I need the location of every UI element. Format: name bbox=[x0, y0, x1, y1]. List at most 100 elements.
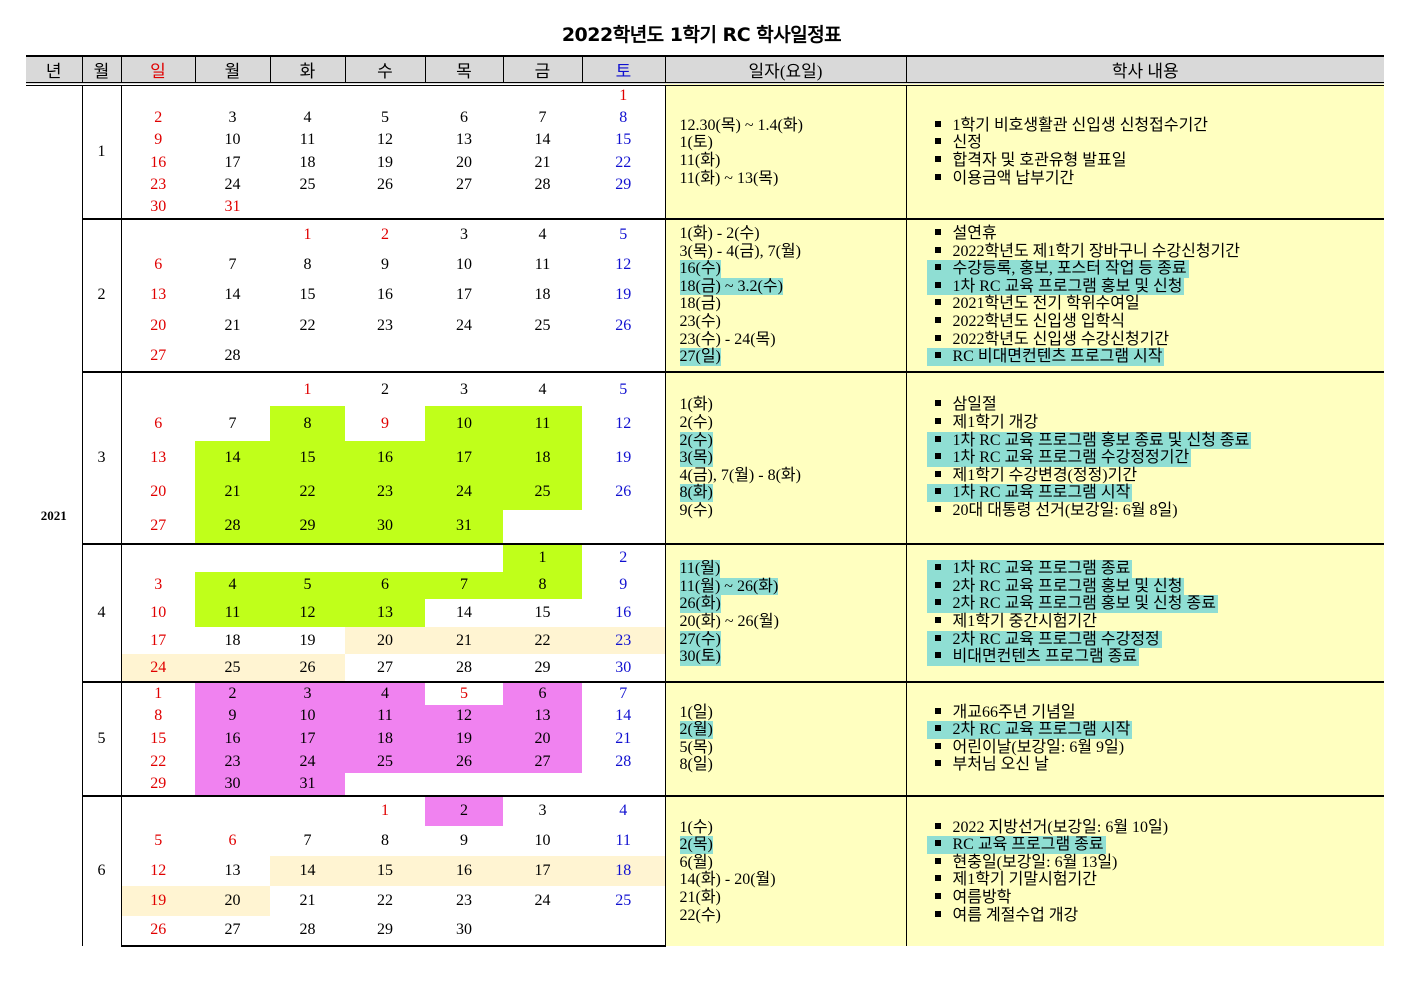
week-row: 23 24 25 26 27 28 29 bbox=[26, 174, 1384, 197]
month-cell: 4 bbox=[81, 542, 122, 682]
day-cell: 30 bbox=[345, 509, 425, 544]
event-date: 1(토) bbox=[679, 134, 713, 152]
day-cell: 27 bbox=[456, 176, 472, 194]
event-text: 어린이날(보강일: 6월 9일) bbox=[952, 738, 1125, 756]
day-cell: 7 bbox=[538, 108, 547, 126]
day-cell: 21 bbox=[615, 729, 632, 747]
event-date: 8(화) bbox=[679, 484, 713, 502]
day-cell: 16 bbox=[150, 153, 167, 171]
day-cell bbox=[195, 370, 270, 407]
day-cell: 12 bbox=[425, 704, 503, 728]
event-text: 개교66주년 기념일 bbox=[952, 703, 1076, 721]
day-cell: 26 bbox=[615, 483, 632, 501]
day-cell: 9 bbox=[195, 704, 270, 728]
day-cell: 11 bbox=[503, 406, 582, 441]
day-cell: 14 bbox=[270, 855, 345, 886]
day-cell: 28 bbox=[534, 176, 551, 194]
day-cell: 25 bbox=[345, 750, 425, 774]
day-cell: 3 bbox=[425, 218, 503, 250]
event-date: 11(월) bbox=[679, 560, 721, 578]
day-cell: 23 bbox=[377, 317, 393, 335]
event-text: 1학기 비호생활관 신입생 신청접수기간 bbox=[952, 116, 1209, 134]
event-date: 18(금) bbox=[679, 295, 721, 313]
bullet-icon bbox=[934, 857, 941, 864]
day-cell bbox=[121, 370, 195, 407]
week-row: 26 27 28 29 30 bbox=[26, 915, 1384, 947]
day-cell: 1 bbox=[503, 542, 582, 572]
day-cell: 11 bbox=[534, 255, 551, 273]
schedule-table: 년 월 일 월 화 수 목 금 토 일자(요일) 학사 내용 2021 1 1 12.… bbox=[26, 55, 1384, 947]
event-date: 11(화) ~ 13(목) bbox=[679, 169, 779, 187]
event-text: RC 교육 프로그램 종료 bbox=[952, 836, 1104, 854]
day-cell: 13 bbox=[345, 599, 425, 627]
day-cell: 30 bbox=[150, 198, 167, 216]
day-cell: 8 bbox=[619, 108, 628, 126]
day-cell: 29 bbox=[345, 915, 425, 947]
month-cell: 6 bbox=[81, 794, 122, 946]
event-text: 제1학기 수강변경(정정)기간 bbox=[952, 466, 1138, 484]
week-row: 5 6 7 8 9 10 11 bbox=[26, 826, 1384, 856]
event-date: 2(월) bbox=[679, 721, 713, 739]
day-cell bbox=[345, 773, 425, 796]
event-date: 1(수) bbox=[679, 818, 713, 836]
day-cell: 7 bbox=[582, 680, 665, 705]
week-row: 16 17 18 19 20 21 22 bbox=[26, 152, 1384, 175]
week-row: 24 25 26 27 28 29 30 bbox=[26, 654, 1384, 682]
week-row: 13 14 15 16 17 18 19 bbox=[26, 280, 1384, 311]
day-cell: 11 bbox=[195, 599, 270, 627]
bullet-icon bbox=[934, 264, 941, 271]
day-cell: 15 bbox=[270, 440, 345, 476]
event-date: 18(금) ~ 3.2(수) bbox=[679, 277, 783, 296]
event-text: 이용금액 납부기간 bbox=[952, 169, 1075, 187]
day-cell: 15 bbox=[345, 855, 425, 886]
day-cell: 22 bbox=[299, 317, 316, 335]
day-cell bbox=[503, 84, 582, 107]
event-date: 27(수) bbox=[679, 630, 721, 649]
header-row: 년 월 일 월 화 수 목 금 토 일자(요일) 학사 내용 bbox=[26, 55, 1384, 86]
day-cell: 27 bbox=[150, 347, 167, 365]
day-cell bbox=[270, 542, 345, 572]
day-cell: 9 bbox=[381, 414, 389, 432]
event-date: 27(일) bbox=[679, 348, 721, 366]
day-cell: 23 bbox=[456, 891, 472, 909]
day-cell bbox=[195, 542, 270, 572]
event-dates: 1(화) - 2(수) 3(목) - 4(금), 7(월) 16(수) 18(금) ~… bbox=[664, 218, 906, 372]
bullet-icon bbox=[934, 581, 941, 588]
day-cell: 25 bbox=[195, 654, 270, 682]
day-cell: 14 bbox=[534, 131, 551, 149]
event-dates: 1(수) 2(목) 6(월) 14(화) - 20(월) 21(화) 22(수) bbox=[664, 794, 906, 946]
header-wed: 수 bbox=[344, 55, 425, 86]
event-text: 여름 계절수업 개강 bbox=[952, 906, 1079, 924]
bullet-icon bbox=[934, 417, 941, 424]
day-cell: 3 bbox=[228, 108, 237, 126]
event-date: 1(일) bbox=[679, 703, 713, 721]
event-date: 21(화) bbox=[679, 888, 721, 906]
event-text: 2차 RC 교육 프로그램 수강정정 bbox=[952, 630, 1160, 648]
day-cell: 18 bbox=[299, 153, 316, 171]
event-text: 2차 RC 교육 프로그램 홍보 및 신청 종료 bbox=[952, 595, 1216, 613]
day-cell bbox=[425, 773, 503, 796]
day-cell: 21 bbox=[195, 475, 270, 510]
day-cell bbox=[425, 197, 503, 220]
day-cell: 7 bbox=[425, 571, 503, 600]
day-cell: 4 bbox=[503, 370, 582, 407]
week-row: 29 30 31 bbox=[26, 773, 1384, 796]
bullet-icon bbox=[934, 229, 941, 236]
day-cell: 31 bbox=[425, 509, 503, 544]
day-cell: 21 bbox=[224, 317, 241, 335]
week-row: 20 21 22 23 24 25 26 bbox=[26, 475, 1384, 510]
day-cell: 29 bbox=[270, 509, 345, 544]
event-date: 1(화) bbox=[679, 396, 713, 414]
day-cell: 25 bbox=[299, 176, 316, 194]
day-cell: 19 bbox=[377, 153, 393, 171]
week-row: 6 7 8 9 10 11 12 bbox=[26, 406, 1384, 441]
day-cell: 30 bbox=[425, 915, 503, 947]
bullet-icon bbox=[934, 173, 941, 180]
event-date: 26(화) bbox=[679, 595, 721, 613]
day-cell: 19 bbox=[121, 885, 195, 916]
event-text: 제1학기 기말시험기간 bbox=[952, 871, 1097, 889]
day-cell: 9 bbox=[381, 255, 389, 273]
day-cell: 16 bbox=[377, 286, 393, 304]
day-cell: 11 bbox=[345, 704, 425, 728]
